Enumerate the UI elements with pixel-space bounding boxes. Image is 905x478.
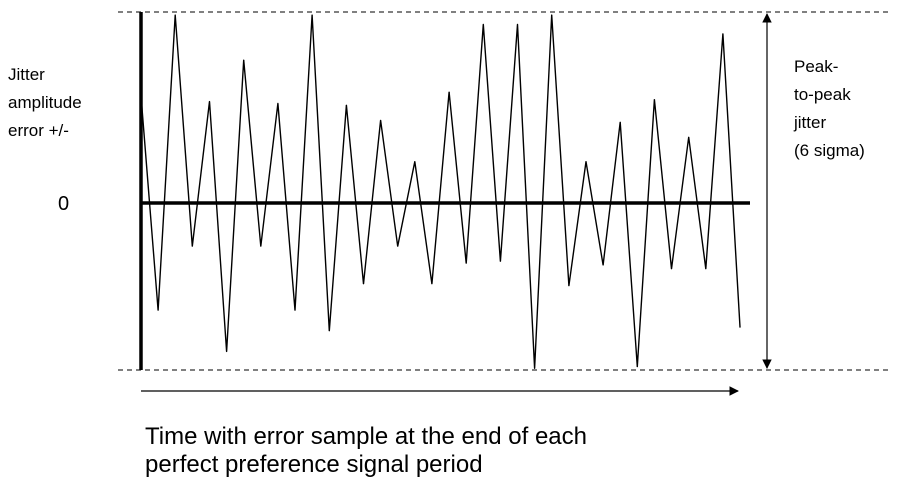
jitter-sample-point (397, 245, 399, 247)
jitter-sample-point (294, 309, 296, 311)
jitter-sample-point (499, 260, 501, 262)
jitter-sample-point (191, 245, 193, 247)
jitter-sample-point (568, 285, 570, 287)
jitter-sample-point (226, 350, 228, 353)
jitter-sample-point (739, 326, 741, 328)
jitter-sample-point (431, 283, 433, 285)
jitter-series-line (140, 14, 741, 369)
jitter-sample-point (688, 136, 690, 138)
jitter-sample-point (448, 91, 450, 93)
peak-to-peak-label: Peak- to-peak jitter (6 sigma) (793, 57, 865, 160)
peak-label-line-3: jitter (793, 113, 826, 132)
jitter-sample-point (516, 23, 519, 25)
peak-label-line-4: (6 sigma) (794, 141, 865, 160)
jitter-sample-points (140, 14, 741, 369)
jitter-sample-point (140, 95, 142, 97)
y-axis-label: Jitter amplitude error +/- (8, 65, 86, 140)
jitter-sample-point (260, 245, 262, 247)
jitter-sample-point (174, 14, 176, 16)
jitter-sample-point (482, 23, 484, 25)
zero-label: 0 (58, 193, 69, 215)
jitter-sample-point (362, 283, 365, 285)
jitter-sample-point (619, 121, 621, 123)
jitter-sample-point (277, 102, 279, 104)
jitter-sample-point (585, 161, 587, 163)
jitter-sample-point (705, 268, 707, 270)
jitter-sample-point (380, 119, 382, 121)
jitter-sample-point (636, 366, 638, 368)
jitter-sample-point (157, 309, 159, 311)
time-caption: Time with error sample at the end of eac… (145, 423, 594, 478)
y-label-line-3: error +/- (8, 121, 69, 140)
caption-line-1: Time with error sample at the end of eac… (145, 423, 587, 450)
jitter-sample-point (670, 268, 673, 270)
y-label-line-2: amplitude (8, 93, 82, 112)
jitter-sample-point (534, 367, 536, 369)
jitter-sample-point (465, 262, 467, 264)
jitter-sample-point (328, 330, 330, 332)
jitter-sample-point (551, 14, 553, 16)
jitter-sample-point (602, 264, 604, 266)
y-label-line-1: Jitter (8, 65, 45, 84)
jitter-sample-point (311, 14, 313, 16)
jitter-sample-point (653, 99, 656, 101)
caption-line-2: perfect preference signal period (145, 451, 483, 478)
peak-label-line-1: Peak- (794, 57, 838, 76)
jitter-sample-point (243, 59, 245, 61)
jitter-sample-point (722, 33, 724, 35)
jitter-sample-point (345, 104, 347, 106)
peak-label-line-2: to-peak (794, 85, 851, 104)
jitter-sample-point (208, 100, 211, 103)
jitter-sample-point (414, 161, 416, 163)
